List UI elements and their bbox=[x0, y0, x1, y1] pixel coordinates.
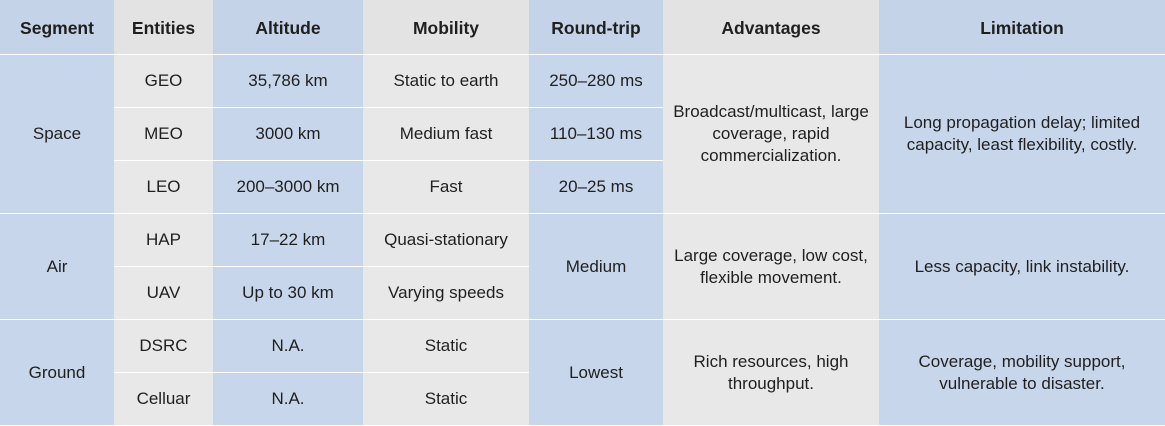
mobility-cell: Medium fast bbox=[363, 107, 529, 161]
mobility-cell: Quasi-stationary bbox=[363, 213, 529, 267]
header-entities: Entities bbox=[114, 0, 213, 55]
table-row: Celluar N.A. Static bbox=[0, 372, 1165, 426]
table-row: Space GEO 35,786 km Static to earth 250–… bbox=[0, 54, 1165, 214]
advantages-cell-air: Large coverage, low cost, flexible movem… bbox=[663, 213, 879, 320]
table-row: UAV Up to 30 km Varying speeds bbox=[0, 266, 1165, 320]
entity-cell: HAP bbox=[114, 213, 213, 267]
altitude-cell: 35,786 km bbox=[213, 54, 363, 108]
altitude-cell: N.A. bbox=[213, 319, 363, 373]
altitude-cell: 3000 km bbox=[213, 107, 363, 161]
header-limitation: Limitation bbox=[879, 0, 1165, 55]
table-row: LEO 200–3000 km Fast 20–25 ms bbox=[0, 160, 1165, 214]
segment-cell-ground: Ground bbox=[0, 319, 114, 426]
round-trip-cell: 20–25 ms bbox=[529, 160, 663, 214]
limitation-cell-air: Less capacity, link instability. bbox=[879, 213, 1165, 320]
mobility-cell: Static bbox=[363, 319, 529, 373]
segment-cell-air: Air bbox=[0, 213, 114, 320]
mobility-cell: Static to earth bbox=[363, 54, 529, 108]
advantages-cell-space: Broadcast/multicast, large coverage, rap… bbox=[663, 54, 879, 214]
entity-cell: UAV bbox=[114, 266, 213, 320]
mobility-cell: Static bbox=[363, 372, 529, 426]
round-trip-cell-ground: Lowest bbox=[529, 319, 663, 426]
advantages-cell-ground: Rich resources, high throughput. bbox=[663, 319, 879, 426]
round-trip-cell: 110–130 ms bbox=[529, 107, 663, 161]
table-row: Ground DSRC N.A. Static Lowest Rich reso… bbox=[0, 319, 1165, 426]
header-altitude: Altitude bbox=[213, 0, 363, 55]
entity-cell: GEO bbox=[114, 54, 213, 108]
segment-cell-space: Space bbox=[0, 54, 114, 214]
altitude-cell: 17–22 km bbox=[213, 213, 363, 267]
limitation-cell-space: Long propagation delay; limited capacity… bbox=[879, 54, 1165, 214]
header-mobility: Mobility bbox=[363, 0, 529, 55]
entity-cell: DSRC bbox=[114, 319, 213, 373]
entity-cell: LEO bbox=[114, 160, 213, 214]
header-round-trip: Round-trip bbox=[529, 0, 663, 55]
table-row: MEO 3000 km Medium fast 110–130 ms bbox=[0, 107, 1165, 161]
round-trip-cell-air: Medium bbox=[529, 213, 663, 320]
altitude-cell: N.A. bbox=[213, 372, 363, 426]
table-row: Air HAP 17–22 km Quasi-stationary Medium… bbox=[0, 213, 1165, 320]
round-trip-cell: 250–280 ms bbox=[529, 54, 663, 108]
mobility-cell: Fast bbox=[363, 160, 529, 214]
header-row: Segment Entities Altitude Mobility Round… bbox=[0, 0, 1165, 55]
altitude-cell: Up to 30 km bbox=[213, 266, 363, 320]
header-segment: Segment bbox=[0, 0, 114, 55]
header-advantages: Advantages bbox=[663, 0, 879, 55]
mobility-cell: Varying speeds bbox=[363, 266, 529, 320]
limitation-cell-ground: Coverage, mobility support, vulnerable t… bbox=[879, 319, 1165, 426]
entity-cell: MEO bbox=[114, 107, 213, 161]
altitude-cell: 200–3000 km bbox=[213, 160, 363, 214]
entity-cell: Celluar bbox=[114, 372, 213, 426]
